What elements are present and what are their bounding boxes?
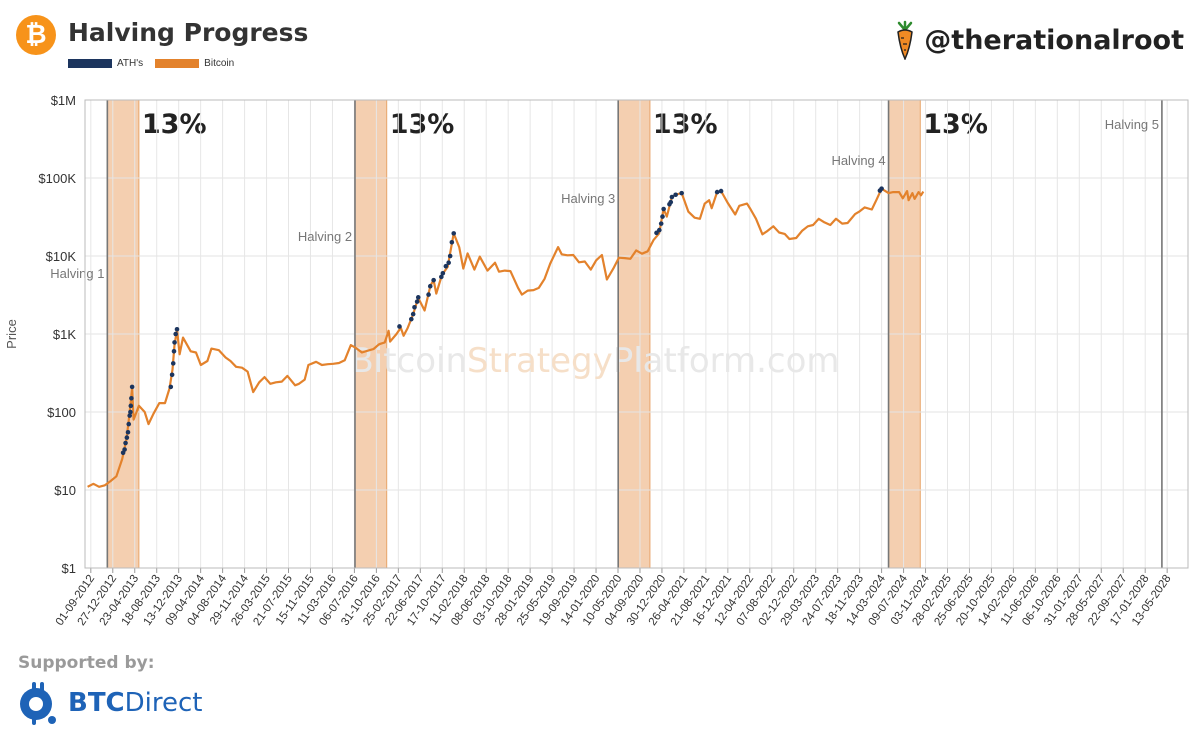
progress-label: 13%: [653, 109, 718, 140]
legend-item-bitcoin[interactable]: Bitcoin: [155, 58, 234, 69]
legend-item-ath[interactable]: ATH's: [68, 58, 143, 69]
ath-point: [169, 372, 175, 378]
ath-point: [414, 299, 420, 304]
ath-point: [446, 260, 451, 266]
y-tick-label: $1: [62, 561, 76, 576]
legend-swatch-ath: [68, 59, 112, 68]
btcdirect-icon: [20, 682, 56, 725]
ath-point: [415, 295, 421, 300]
ath-point: [410, 311, 416, 317]
bitcoin-price-line: [87, 187, 925, 488]
ath-point: [439, 274, 444, 280]
ath-point: [660, 214, 665, 219]
chart-header: ₿ Halving Progress ATH's Bitcoin @therat…: [0, 0, 1200, 90]
halving-chart: 13% 13% 13% 13% BitcoinStrategyPlatform.com…: [4, 93, 1189, 628]
ath-point: [128, 403, 134, 409]
ath-point: [129, 384, 135, 390]
ath-point: [658, 221, 664, 226]
y-tick-label: $10: [54, 483, 76, 498]
supported-by-label: Supported by:: [18, 653, 155, 673]
ath-point: [714, 189, 720, 195]
ath-point: [172, 340, 177, 345]
ath-point: [673, 192, 678, 198]
ath-point: [174, 326, 180, 332]
halving-label: Halving 1: [50, 266, 104, 281]
ath-point: [168, 384, 174, 390]
halving-label: Halving 4: [831, 153, 885, 168]
y-tick-label: $10K: [46, 249, 77, 264]
ath-point: [129, 395, 134, 401]
carrot-icon: [897, 20, 914, 60]
ath-point: [440, 271, 446, 276]
halving-label: Halving 2: [298, 229, 352, 244]
ath-point: [669, 194, 675, 200]
y-tick-label: $1M: [51, 93, 76, 108]
halving-label: Halving 3: [561, 191, 615, 206]
ath-point: [447, 253, 453, 259]
ath-point: [879, 186, 884, 191]
ath-point: [397, 324, 402, 329]
y-tick-label: $100: [47, 405, 76, 420]
legend-label-bitcoin: Bitcoin: [204, 58, 235, 69]
ath-point: [661, 206, 666, 212]
plot-frame: [84, 99, 1189, 569]
ath-point: [443, 263, 449, 269]
sponsor-name: BTCDirect: [68, 688, 203, 718]
ath-point: [412, 304, 417, 310]
ath-point: [451, 231, 457, 236]
y-tick-label: $100K: [38, 171, 76, 186]
ath-point: [431, 277, 436, 283]
ath-point: [173, 331, 178, 337]
y-tick-label: $1K: [53, 327, 76, 342]
ath-point: [124, 435, 130, 440]
ath-point: [427, 283, 433, 289]
legend-label-ath: ATH's: [117, 58, 144, 69]
ath-point: [409, 316, 414, 322]
ath-point: [127, 413, 132, 418]
author-handle: @therationalroot: [894, 20, 1184, 60]
ath-point: [128, 409, 133, 415]
author-handle-text: @therationalroot: [924, 24, 1184, 56]
ath-point: [449, 239, 455, 245]
legend-swatch-bitcoin: [155, 59, 200, 68]
ath-point: [657, 227, 662, 233]
ath-point: [654, 230, 659, 236]
ath-point: [171, 349, 177, 354]
bitcoin-icon: ₿: [16, 15, 56, 55]
ath-point: [125, 429, 131, 435]
ath-point: [123, 440, 128, 446]
ath-point: [122, 447, 127, 452]
progress-label: 13%: [142, 109, 207, 140]
progress-label: 13%: [390, 109, 455, 140]
ath-point: [718, 188, 724, 194]
ath-point: [668, 199, 674, 205]
ath-point: [679, 190, 684, 196]
legend: ATH's Bitcoin: [68, 58, 246, 69]
halving-label: Halving 5: [1105, 117, 1159, 132]
ath-point: [126, 421, 132, 427]
ath-point: [426, 292, 431, 297]
sponsor-logo[interactable]: BTCDirect: [18, 680, 203, 726]
ath-point: [170, 361, 176, 366]
chart-title: Halving Progress: [68, 18, 309, 47]
y-axis-label: Price: [4, 319, 19, 349]
progress-label: 13%: [923, 109, 988, 140]
watermark: BitcoinStrategyPlatform.com: [350, 341, 839, 381]
